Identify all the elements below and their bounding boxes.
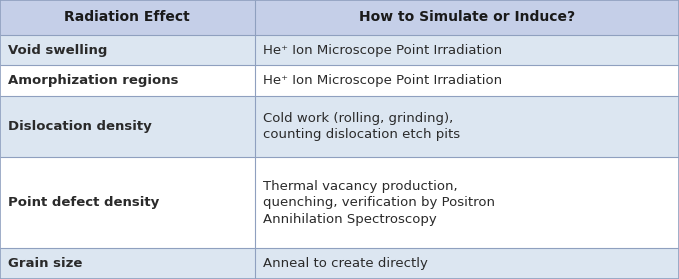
Text: Point defect density: Point defect density <box>8 196 160 209</box>
Bar <box>255 96 679 157</box>
Text: Cold work (rolling, grinding),
counting dislocation etch pits: Cold work (rolling, grinding), counting … <box>263 112 460 141</box>
Text: He⁺ Ion Microscope Point Irradiation: He⁺ Ion Microscope Point Irradiation <box>263 44 502 57</box>
Text: Amorphization regions: Amorphization regions <box>8 74 179 87</box>
Text: Dislocation density: Dislocation density <box>8 120 152 133</box>
Text: Anneal to create directly: Anneal to create directly <box>263 257 428 270</box>
Text: Radiation Effect: Radiation Effect <box>65 10 190 25</box>
Text: Thermal vacancy production,
quenching, verification by Positron
Annihilation Spe: Thermal vacancy production, quenching, v… <box>263 180 495 226</box>
Bar <box>255 157 679 249</box>
Bar <box>0 157 255 249</box>
Bar <box>255 249 679 279</box>
Bar <box>0 35 255 65</box>
Bar <box>255 35 679 65</box>
Bar <box>0 65 255 96</box>
Bar <box>0 249 255 279</box>
Bar <box>0 0 255 35</box>
Bar <box>255 65 679 96</box>
Text: How to Simulate or Induce?: How to Simulate or Induce? <box>359 10 575 25</box>
Text: Void swelling: Void swelling <box>8 44 107 57</box>
Text: He⁺ Ion Microscope Point Irradiation: He⁺ Ion Microscope Point Irradiation <box>263 74 502 87</box>
Bar <box>255 0 679 35</box>
Bar <box>0 96 255 157</box>
Text: Grain size: Grain size <box>8 257 83 270</box>
